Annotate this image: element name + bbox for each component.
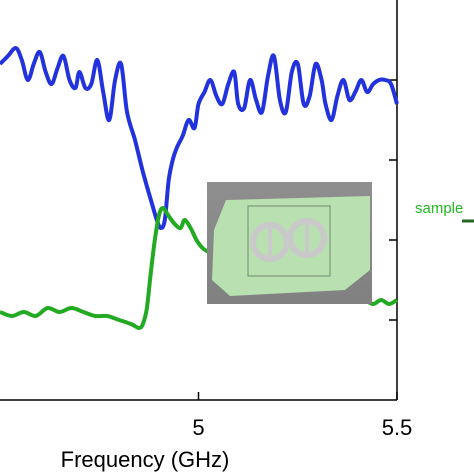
- legend-label-sample: sample: [415, 200, 463, 217]
- split-ring-resonator: [250, 218, 327, 262]
- x-tick-label-1: 5.5: [382, 415, 413, 440]
- x-axis-ticks: 5 5.5: [192, 392, 412, 440]
- x-axis-title: Frequency (GHz): [61, 447, 230, 472]
- x-tick-label-0: 5: [192, 415, 204, 440]
- right-axis-ticks: [389, 79, 397, 321]
- inset-photo: [207, 182, 372, 304]
- series-line-0: [0, 45, 399, 230]
- legend: sample: [415, 200, 474, 223]
